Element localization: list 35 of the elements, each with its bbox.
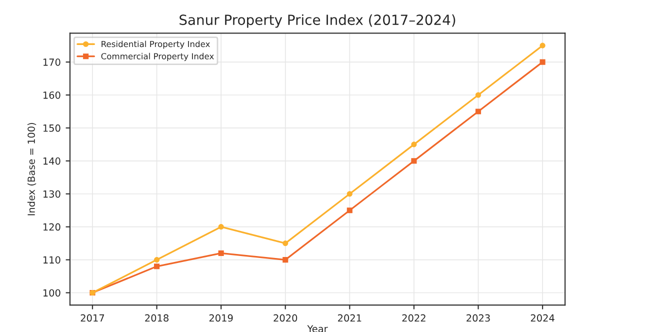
y-tick-label: 110: [43, 256, 60, 264]
point: [218, 250, 224, 256]
point: [475, 92, 482, 98]
point: [154, 264, 160, 270]
y-tick-label: 120: [43, 223, 60, 231]
y-tick-label: 100: [43, 289, 60, 297]
point: [411, 142, 417, 148]
x-tick-label: 2018: [145, 314, 168, 322]
x-axis-title: Year: [307, 325, 328, 332]
point: [346, 191, 352, 197]
x-tick-label: 2021: [338, 314, 362, 322]
point: [282, 257, 288, 263]
chart-title: Sanur Property Price Index (2017–2024): [180, 14, 456, 28]
y-tick-label: 150: [43, 124, 60, 132]
point: [411, 158, 417, 164]
point: [540, 42, 546, 48]
legend-label: Commercial Property Index: [101, 52, 214, 61]
point: [154, 257, 160, 263]
legend-label: Residential Property Index: [102, 40, 210, 49]
y-axis-title: Index (Base = 100): [27, 122, 36, 216]
x-tick-label: 2019: [209, 314, 233, 322]
x-tick-label: 2017: [80, 314, 104, 322]
y-tick-label: 140: [43, 157, 60, 165]
point: [346, 208, 352, 214]
x-tick-label: 2020: [274, 314, 298, 322]
point: [475, 108, 482, 114]
point: [218, 224, 224, 230]
point: [282, 240, 288, 246]
point: [540, 59, 546, 65]
x-tick-label: 2022: [402, 314, 426, 322]
x-tick-label: 2023: [466, 314, 490, 322]
y-tick-label: 160: [43, 91, 60, 99]
x-tick-label: 2024: [530, 314, 554, 322]
y-tick-label: 170: [43, 58, 60, 66]
y-tick-label: 130: [43, 190, 60, 198]
